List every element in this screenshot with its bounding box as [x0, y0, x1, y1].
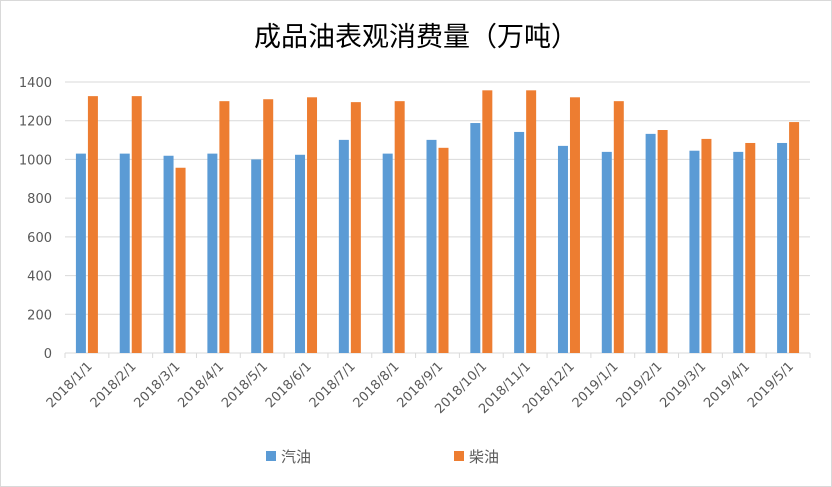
bar-diesel: [350, 102, 361, 353]
y-tick-label: 1200: [19, 115, 52, 130]
x-tick-label: 2019/4/1: [701, 359, 753, 411]
legend-swatch: [454, 451, 464, 461]
bar-diesel: [87, 96, 98, 354]
y-tick-label: 1000: [19, 153, 52, 168]
bar-diesel: [263, 99, 274, 353]
bar-gasoline: [426, 139, 437, 353]
x-tick-label: 2019/3/1: [657, 359, 709, 411]
bar-gasoline: [470, 123, 481, 353]
bar-diesel: [701, 138, 712, 353]
bar-diesel: [789, 122, 800, 354]
bar-gasoline: [382, 153, 393, 353]
bar-gasoline: [514, 131, 525, 353]
x-tick-label: 2019/1/1: [570, 359, 622, 411]
legend: 汽油 柴油: [266, 448, 499, 466]
bar-diesel: [175, 167, 186, 353]
x-tick-label: 2018/8/1: [351, 359, 403, 411]
y-tick-label: 0: [44, 347, 52, 362]
bar-gasoline: [338, 139, 349, 353]
x-tick-label: 2018/1/1: [44, 359, 96, 411]
legend-swatch: [266, 451, 276, 461]
bar-diesel: [438, 147, 449, 353]
legend-label: 汽油: [281, 448, 311, 466]
y-tick-label: 800: [27, 192, 52, 207]
x-tick-label: 2018/5/1: [219, 359, 271, 411]
bar-diesel: [613, 101, 624, 353]
bar-gasoline: [119, 153, 130, 353]
bar-gasoline: [295, 154, 306, 353]
x-tick-label: 2018/6/1: [263, 359, 315, 411]
bar-diesel: [745, 142, 756, 353]
x-tick-label: 2018/4/1: [175, 359, 227, 411]
x-tick-label: 2018/7/1: [307, 359, 359, 411]
legend-label: 柴油: [469, 448, 499, 466]
bar-gasoline: [645, 133, 656, 353]
bar-diesel: [219, 101, 230, 353]
bar-diesel: [657, 130, 668, 353]
x-tick-label: 2018/2/1: [88, 359, 140, 411]
bar-gasoline: [777, 142, 788, 353]
bar-diesel: [131, 96, 142, 354]
bar-diesel: [569, 97, 580, 353]
bar-gasoline: [251, 159, 262, 353]
x-tick-label: 2019/2/1: [614, 359, 666, 411]
y-tick-label: 1400: [19, 76, 52, 91]
bar-diesel: [394, 101, 405, 353]
bar-gasoline: [733, 151, 744, 353]
bar-diesel: [482, 90, 493, 353]
bar-gasoline: [689, 150, 700, 353]
x-tick-label: 2018/3/1: [131, 359, 183, 411]
bar-gasoline: [557, 145, 568, 353]
bar-gasoline: [207, 153, 218, 353]
chart-title: 成品油表观消费量（万吨）: [254, 22, 578, 53]
y-tick-label: 400: [27, 270, 52, 285]
bar-gasoline: [601, 151, 612, 353]
bar-gasoline: [163, 155, 174, 353]
bar-diesel: [307, 97, 318, 353]
x-tick-label: 2019/5/1: [745, 359, 797, 411]
y-tick-label: 600: [27, 231, 52, 246]
bar-diesel: [526, 90, 537, 353]
bar-gasoline: [75, 153, 86, 353]
y-tick-label: 200: [27, 308, 52, 323]
